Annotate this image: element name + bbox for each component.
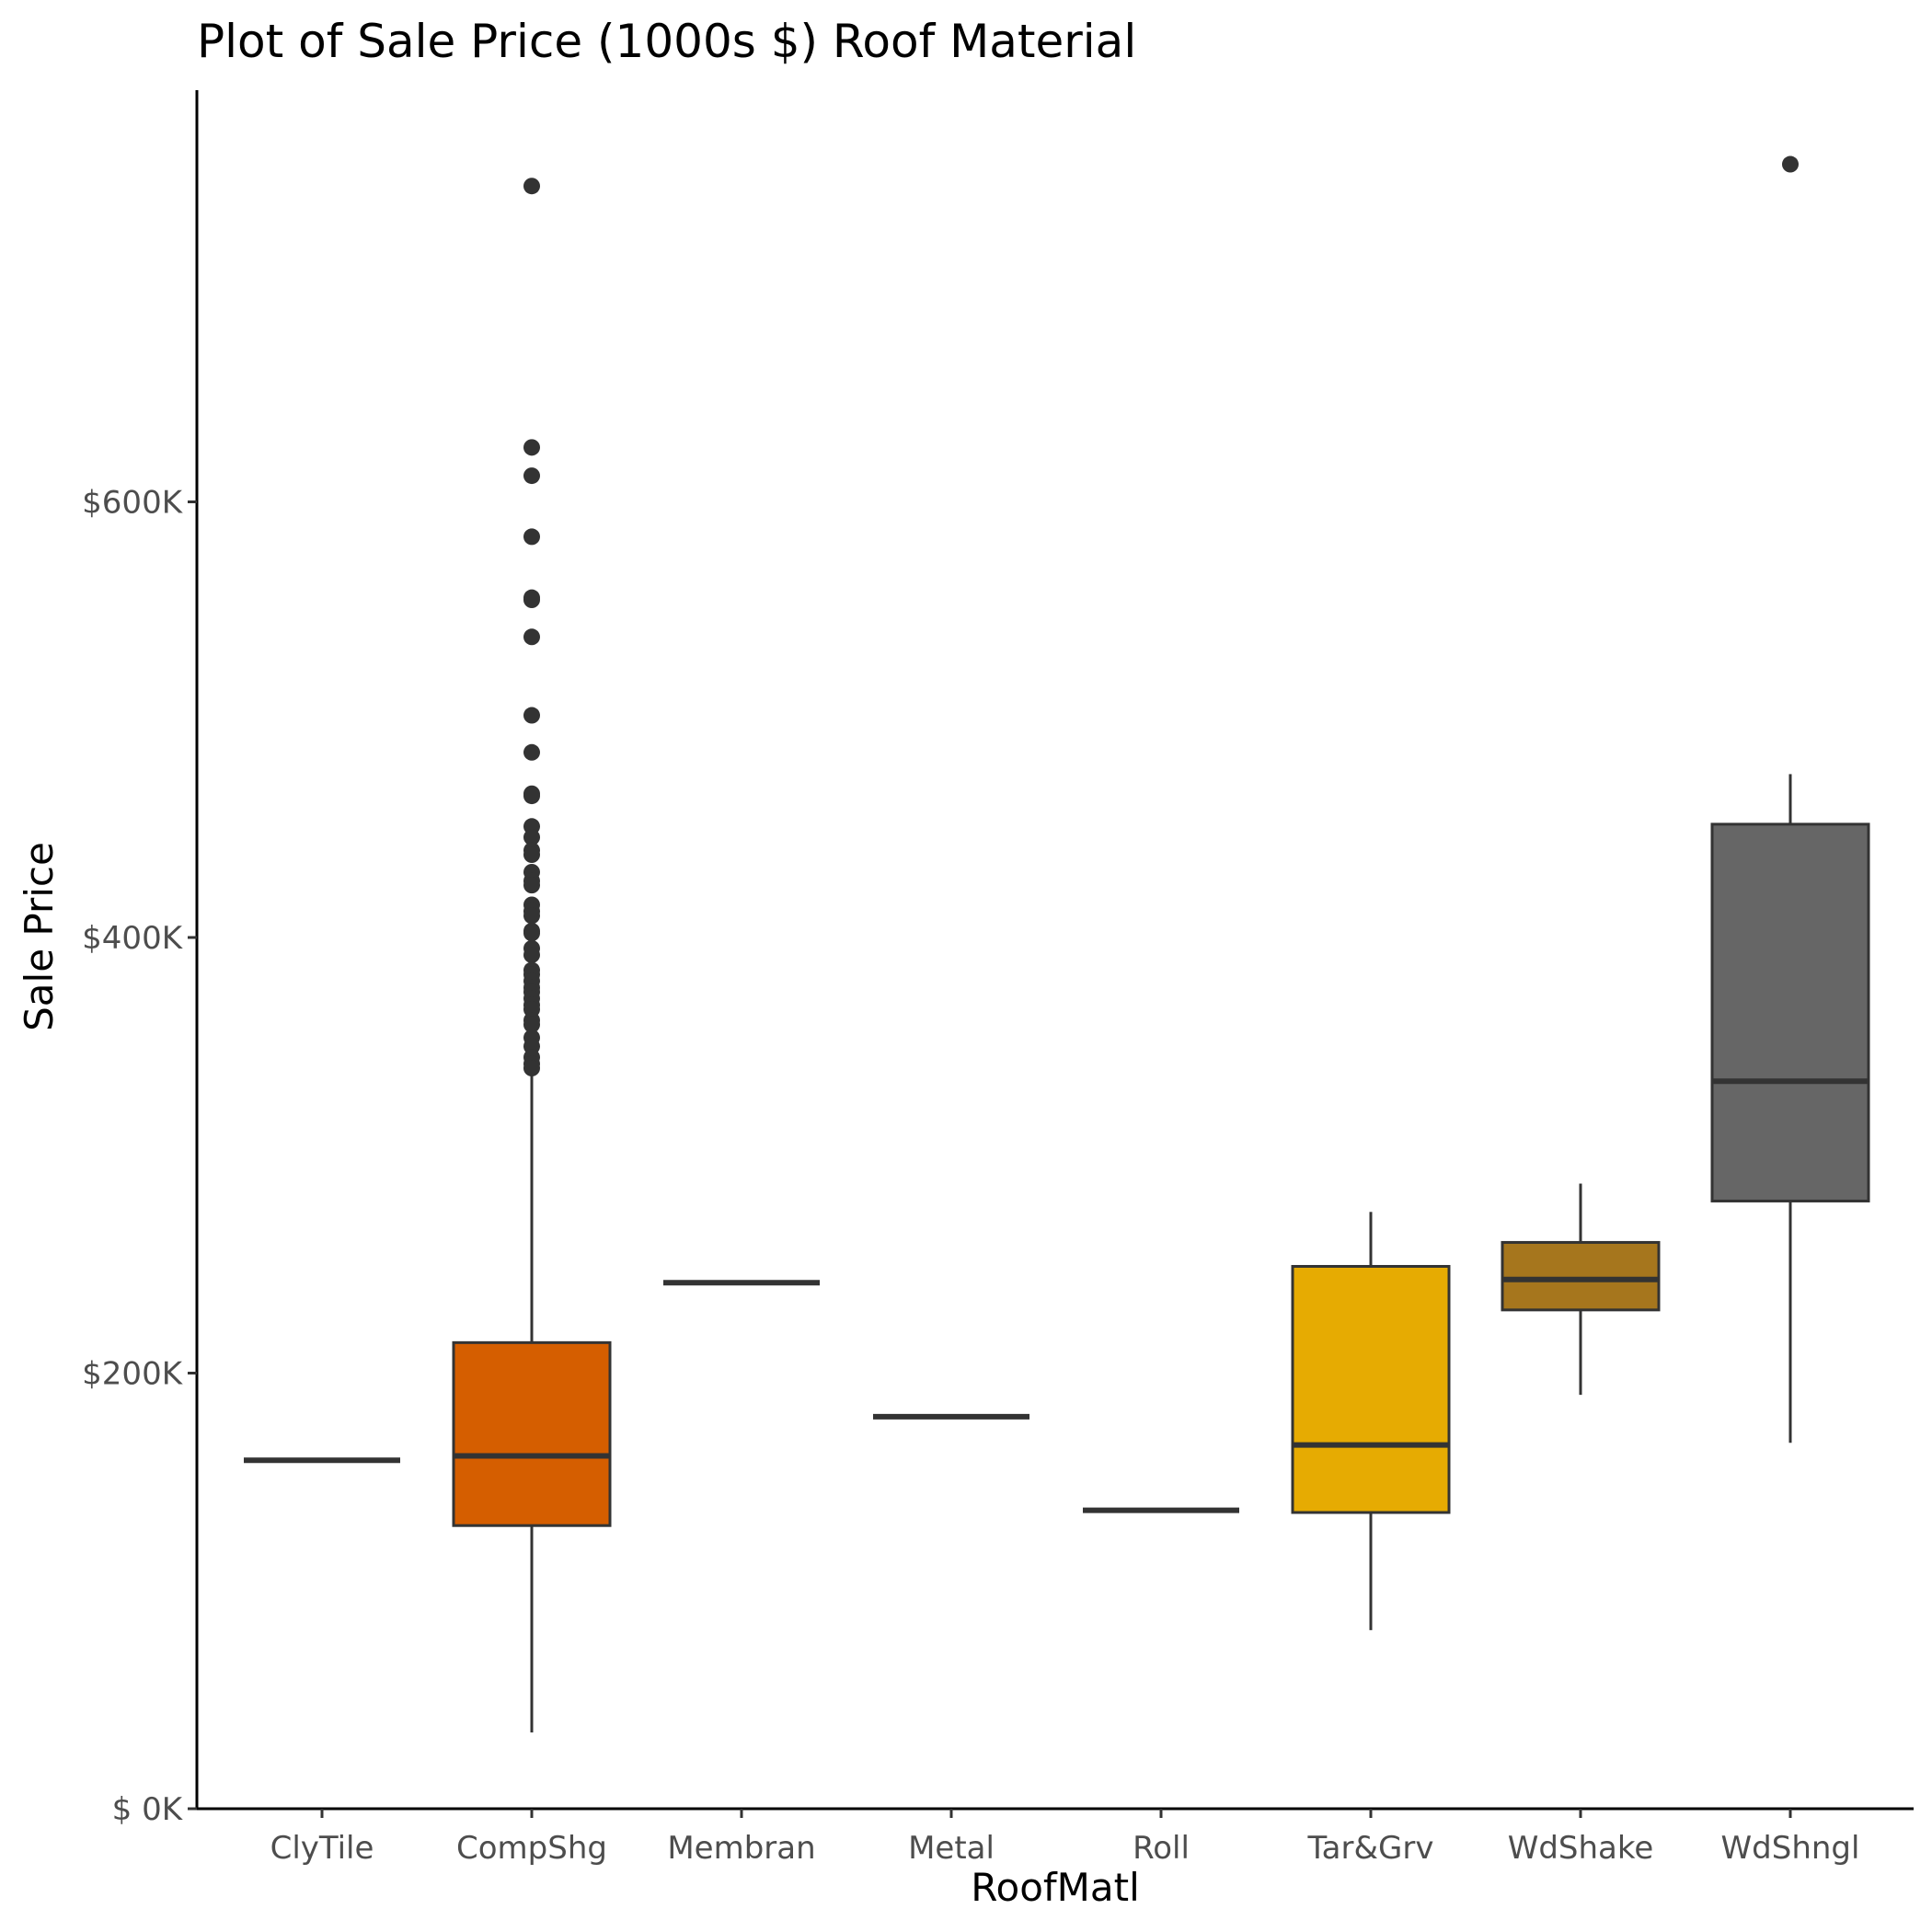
y-tick-label: $600K <box>82 485 184 522</box>
outlier-point <box>1782 155 1799 173</box>
x-tick-label: WdShake <box>1508 1830 1654 1867</box>
outlier-point <box>523 528 540 546</box>
box-targrv <box>1291 1212 1451 1630</box>
x-axis-title: RoofMatl <box>971 1865 1140 1910</box>
x-tick-label: CompShg <box>456 1830 607 1867</box>
iqr-box <box>452 1340 612 1527</box>
outlier-point <box>523 1016 540 1033</box>
outlier-point <box>523 178 540 195</box>
outlier-point <box>523 439 540 456</box>
x-tick-label: Metal <box>908 1830 995 1867</box>
x-tick-label: Membran <box>667 1830 815 1867</box>
iqr-box <box>1291 1264 1451 1514</box>
y-tick-label: $400K <box>82 920 184 957</box>
outlier-point <box>523 877 540 894</box>
outlier-point <box>523 1060 540 1077</box>
box-compshg <box>452 178 612 1733</box>
outlier-point <box>523 467 540 485</box>
box-wdshngl <box>1710 155 1870 1443</box>
outlier-point <box>523 946 540 963</box>
outlier-point <box>523 907 540 925</box>
outlier-point <box>523 743 540 761</box>
outlier-point <box>523 707 540 724</box>
outlier-point <box>523 846 540 864</box>
y-axis-title: Sale Price <box>17 842 62 1031</box>
x-tick-label: Roll <box>1133 1830 1190 1867</box>
y-tick-label: $200K <box>82 1356 184 1393</box>
x-tick-label: ClyTile <box>270 1830 374 1867</box>
x-axis-ticks: ClyTile CompShg Membran Metal Roll Tar&Grv WdS… <box>270 1809 1860 1867</box>
iqr-box <box>1501 1240 1661 1312</box>
iqr-box <box>1710 822 1870 1202</box>
plot-area <box>244 155 1870 1733</box>
box-wdshake <box>1501 1183 1661 1396</box>
x-tick-label: Tar&Grv <box>1307 1830 1434 1867</box>
y-axis-ticks: $ 0K $200K $400K $600K <box>82 485 197 1828</box>
outlier-point <box>523 628 540 646</box>
outlier-point <box>523 592 540 609</box>
outlier-point <box>523 788 540 805</box>
chart-title: Plot of Sale Price (1000s $) Roof Materi… <box>197 15 1136 68</box>
x-tick-label: WdShngl <box>1721 1830 1860 1867</box>
outlier-point <box>523 925 540 942</box>
y-tick-label: $ 0K <box>112 1791 184 1828</box>
axes <box>195 90 1914 1811</box>
outlier-point <box>523 829 540 846</box>
